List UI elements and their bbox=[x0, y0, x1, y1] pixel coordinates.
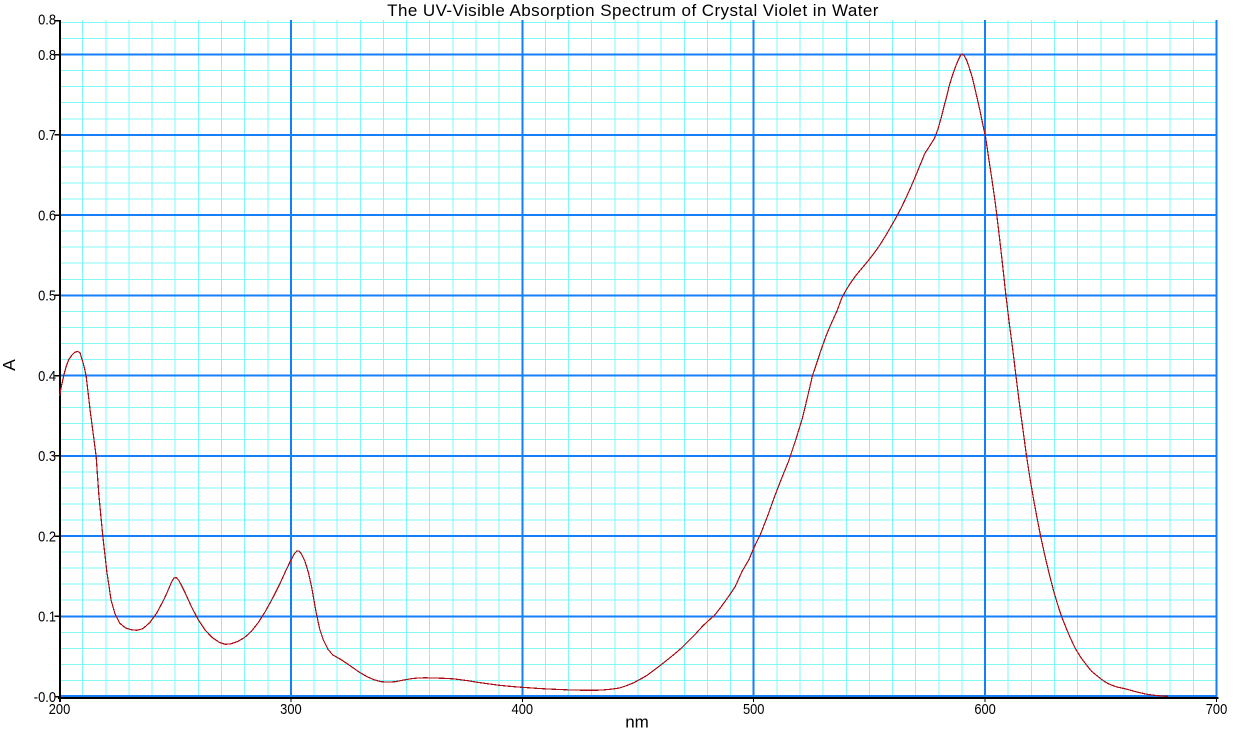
svg-text:0.8: 0.8 bbox=[38, 11, 56, 28]
svg-text:500: 500 bbox=[743, 700, 765, 717]
svg-text:The UV-Visible Absorption Spec: The UV-Visible Absorption Spectrum of Cr… bbox=[387, 1, 879, 20]
svg-text:400: 400 bbox=[512, 700, 534, 717]
svg-text:0.2: 0.2 bbox=[38, 527, 56, 544]
svg-text:0.7: 0.7 bbox=[38, 126, 56, 143]
svg-text:0.6: 0.6 bbox=[38, 207, 56, 224]
svg-text:300: 300 bbox=[280, 700, 302, 717]
svg-text:0.8: 0.8 bbox=[38, 46, 56, 63]
svg-text:0.5: 0.5 bbox=[38, 287, 56, 304]
svg-text:200: 200 bbox=[49, 700, 71, 717]
svg-text:A: A bbox=[0, 359, 19, 371]
svg-text:700: 700 bbox=[1206, 700, 1228, 717]
svg-text:0.3: 0.3 bbox=[38, 447, 56, 464]
svg-text:-0.0: -0.0 bbox=[34, 688, 56, 705]
svg-text:0.1: 0.1 bbox=[38, 608, 56, 625]
svg-text:600: 600 bbox=[974, 700, 996, 717]
svg-text:nm: nm bbox=[625, 713, 649, 732]
svg-text:0.4: 0.4 bbox=[38, 367, 56, 384]
